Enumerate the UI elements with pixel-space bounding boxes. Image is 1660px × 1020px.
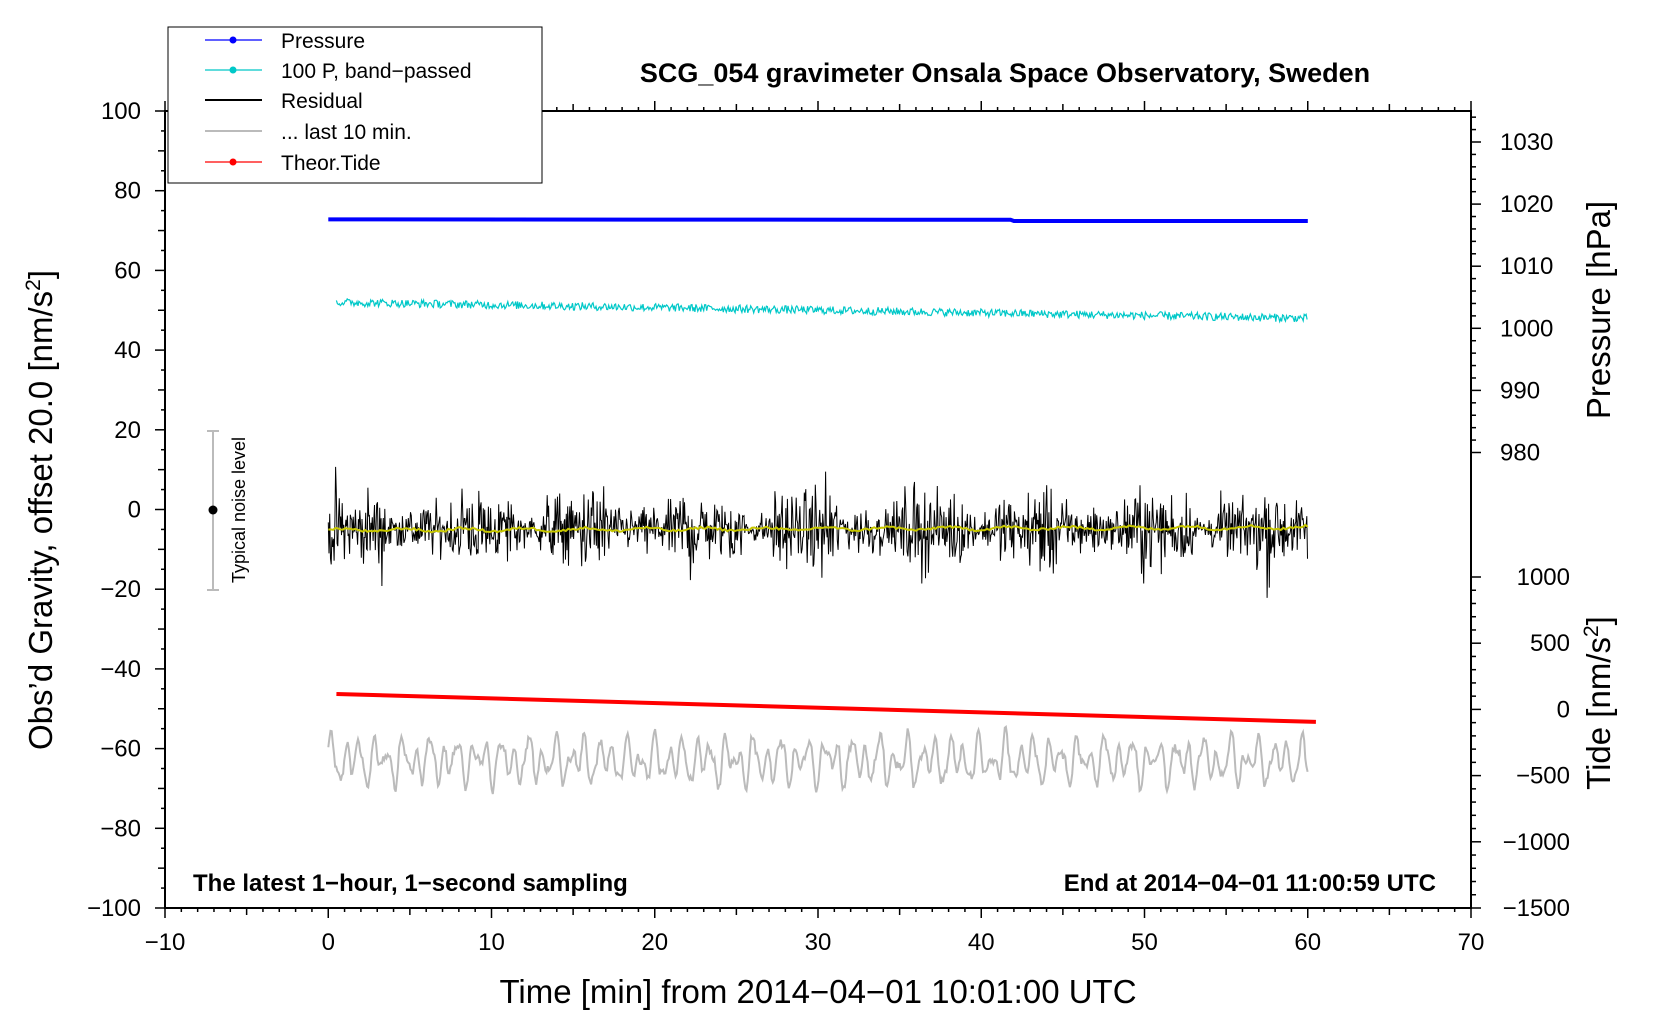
annotation-end-time: End at 2014−04−01 11:00:59 UTC <box>1064 870 1436 897</box>
frame-ticks <box>155 101 1481 918</box>
series-band-passed <box>335 297 1308 324</box>
legend-item-bandpassed: 100 P, band−passed <box>205 60 472 83</box>
x-tick-label: 40 <box>968 929 995 956</box>
legend-label-tide: Theor.Tide <box>281 152 381 175</box>
tide-tick-labels: 1000 500 0 −500 −1000 −1500 <box>1503 564 1570 922</box>
y-axis-title-tide-sup: 2 <box>1580 625 1603 637</box>
legend-label-last10: ... last 10 min. <box>281 121 412 144</box>
chart-title: SCG_054 gravimeter Onsala Space Observat… <box>640 58 1370 88</box>
legend: Pressure 100 P, band−passed Residual ...… <box>167 26 543 184</box>
series-theor-tide <box>336 692 1316 724</box>
y-axis-title-left: Obs’d Gravity, offset 20.0 [nm/s2] <box>22 270 59 750</box>
x-tick-label: 0 <box>322 929 335 956</box>
pressure-tick-label: 990 <box>1500 377 1540 404</box>
legend-marker-tide <box>229 158 237 166</box>
annotation-sampling: The latest 1−hour, 1−second sampling <box>193 870 628 897</box>
y-axis-title-left-main: Obs’d Gravity, offset 20.0 [nm/s <box>22 291 59 750</box>
pressure-tick-label: 1010 <box>1500 253 1553 280</box>
x-axis-title: Time [min] from 2014−04−01 10:01:00 UTC <box>499 973 1136 1010</box>
y-tick-label: 100 <box>101 98 141 125</box>
series-pressure <box>328 217 1308 223</box>
legend-label-residual: Residual <box>281 90 363 113</box>
y-axis-title-pressure: Pressure [hPa] <box>1580 201 1617 419</box>
x-tick-label: 30 <box>805 929 832 956</box>
series-layer <box>327 217 1316 795</box>
tide-tick-label: −500 <box>1516 763 1570 790</box>
tide-tick-label: −1000 <box>1503 829 1570 856</box>
pressure-tick-labels: 1030 1020 1010 1000 990 980 <box>1500 129 1553 467</box>
y-tick-label: 60 <box>114 257 141 284</box>
y-tick-label: 80 <box>114 178 141 205</box>
legend-box <box>167 26 543 184</box>
y-tick-label: 0 <box>128 497 141 524</box>
y-tick-label: −100 <box>87 895 141 922</box>
y-tick-labels: 100 80 60 40 20 0 −20 −40 −60 −80 −100 <box>87 98 141 922</box>
series-last-10-min <box>327 725 1309 795</box>
y-tick-label: −20 <box>100 576 141 603</box>
x-tick-label: 70 <box>1458 929 1485 956</box>
legend-label-bandpassed: 100 P, band−passed <box>281 60 472 83</box>
y-tick-label: −60 <box>100 736 141 763</box>
y-axis-title-tide-end: ] <box>1580 616 1617 625</box>
noise-level-label: Typical noise level <box>229 437 249 583</box>
noise-level-indicator: Typical noise level <box>207 430 249 591</box>
x-tick-label: −10 <box>145 929 186 956</box>
pressure-tick-label: 980 <box>1500 440 1540 467</box>
legend-marker-pressure <box>229 36 237 44</box>
legend-item-tide: Theor.Tide <box>205 152 381 175</box>
x-tick-label: 10 <box>478 929 505 956</box>
tide-tick-label: 1000 <box>1517 564 1570 591</box>
y-axis-title-tide: Tide [nm/s2] <box>1580 616 1617 790</box>
x-tick-label: 60 <box>1294 929 1321 956</box>
y-tick-label: −40 <box>100 656 141 683</box>
series-residual <box>327 466 1308 598</box>
tide-tick-label: −1500 <box>1503 895 1570 922</box>
legend-item-residual: Residual <box>205 90 363 113</box>
series-residual-smoothed <box>328 523 1309 534</box>
pressure-tick-label: 1020 <box>1500 191 1553 218</box>
y-tick-label: 20 <box>114 417 141 444</box>
y-tick-label: 40 <box>114 337 141 364</box>
y-axis-title-tide-main: Tide [nm/s <box>1580 637 1617 790</box>
legend-label-pressure: Pressure <box>281 30 365 53</box>
tide-tick-label: 500 <box>1530 630 1570 657</box>
x-tick-labels: −10 0 10 20 30 40 50 60 70 <box>145 929 1485 956</box>
y-axis-title-left-sup: 2 <box>22 279 45 291</box>
legend-item-last10: ... last 10 min. <box>205 121 412 144</box>
tide-tick-label: 0 <box>1557 696 1570 723</box>
legend-marker-bandpassed <box>229 66 237 74</box>
legend-item-pressure: Pressure <box>205 30 365 53</box>
noise-bar-dot <box>208 505 218 515</box>
y-axis-title-left-end: ] <box>22 270 59 279</box>
x-tick-label: 20 <box>641 929 668 956</box>
pressure-tick-label: 1000 <box>1500 315 1553 342</box>
y-tick-label: −80 <box>100 815 141 842</box>
x-tick-label: 50 <box>1131 929 1158 956</box>
pressure-tick-label: 1030 <box>1500 129 1553 156</box>
